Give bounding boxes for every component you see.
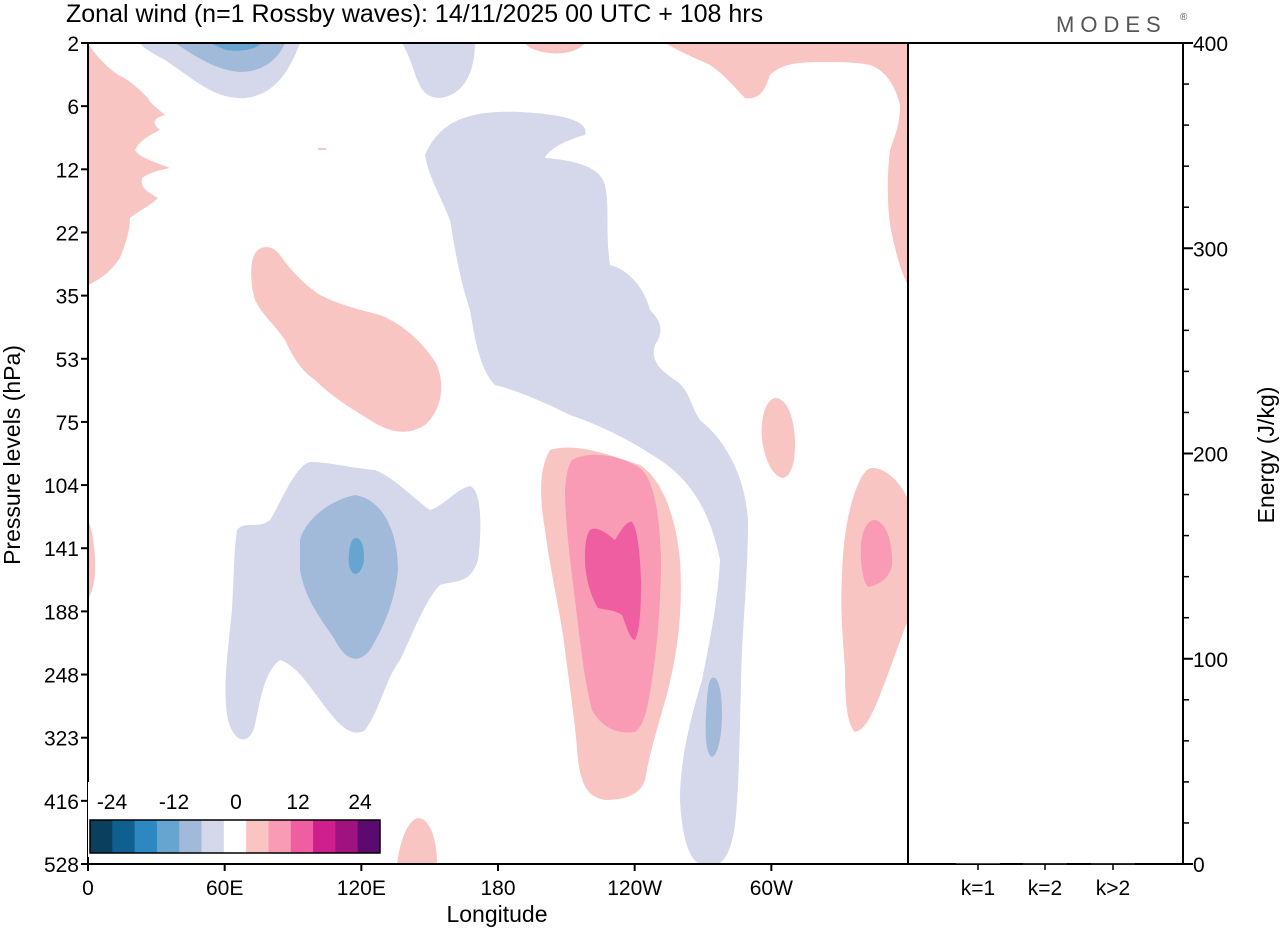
colorbar-swatch bbox=[290, 820, 314, 853]
colorbar-label: 0 bbox=[230, 791, 242, 814]
energy-bar bbox=[956, 862, 1000, 864]
contour-pos1-right bbox=[841, 468, 908, 732]
colorbar-label: -24 bbox=[97, 791, 128, 814]
contour-neg1-band bbox=[425, 111, 748, 864]
y-tick-label: 528 bbox=[44, 854, 79, 877]
contour-pos1-mid bbox=[251, 246, 442, 432]
contour-pos1-bottom bbox=[397, 818, 437, 864]
y-tick-label: 22 bbox=[56, 222, 79, 245]
contour-field bbox=[88, 43, 908, 864]
colorbar-label: 24 bbox=[348, 791, 372, 814]
contour-pos3-main bbox=[585, 521, 641, 640]
y-tick-label: 75 bbox=[56, 412, 79, 435]
contour-neg3-lower bbox=[348, 538, 364, 574]
colorbar-swatch bbox=[90, 820, 113, 853]
y-axis-ticks: 2 6 12 22 35 53 75 104 141 188 248 323 416 528 bbox=[44, 33, 88, 877]
colorbar-swatch bbox=[268, 820, 292, 853]
contour-neg2-top bbox=[175, 43, 285, 72]
y-tick-label: 12 bbox=[56, 159, 79, 182]
y-tick-label: 104 bbox=[44, 475, 79, 498]
x-tick-label: 180 bbox=[480, 877, 515, 900]
y-tick-label: 141 bbox=[44, 538, 79, 561]
contour-neg2-lower bbox=[300, 495, 398, 659]
colorbar: -24 -12 0 12 24 bbox=[88, 782, 382, 857]
colorbar-swatch bbox=[156, 820, 180, 853]
x-axis-ticks: 0 60E 120E 180 120W 60W bbox=[82, 864, 793, 900]
colorbar-swatch bbox=[201, 820, 225, 853]
colorbar-label: -12 bbox=[159, 791, 189, 814]
colorbar-swatch bbox=[357, 820, 381, 853]
x-tick-label: 60W bbox=[750, 877, 793, 900]
energy-axis-label: Energy (J/kg) bbox=[1253, 387, 1279, 524]
x-tick-label: 120W bbox=[607, 877, 662, 900]
brand-registered-mark: ® bbox=[1180, 12, 1188, 23]
contour-pos1-top-right bbox=[665, 43, 908, 285]
contour-neg3-top bbox=[210, 43, 262, 51]
colorbar-swatch bbox=[179, 820, 203, 853]
contour-pos1-small bbox=[761, 398, 795, 478]
contour-pos1-left-low bbox=[88, 520, 96, 600]
colorbar-frame bbox=[89, 819, 381, 854]
energy-category-label: k=2 bbox=[1028, 877, 1062, 900]
colorbar-swatch bbox=[112, 820, 136, 853]
colorbar-swatch bbox=[246, 820, 269, 853]
brand-logo: MODES bbox=[1056, 12, 1167, 37]
contour-pos1-speck bbox=[318, 148, 326, 150]
energy-tick-label: 400 bbox=[1193, 33, 1228, 56]
y-tick-label: 188 bbox=[44, 601, 79, 624]
contour-pos1-top-center bbox=[525, 43, 585, 54]
colorbar-label: 12 bbox=[286, 791, 309, 814]
energy-tick-label: 0 bbox=[1193, 854, 1205, 877]
energy-axis-ticks: 0 100 200 300 400 bbox=[1183, 33, 1228, 877]
chart-title: Zonal wind (n=1 Rossby waves): 14/11/202… bbox=[66, 0, 763, 28]
energy-tick-label: 200 bbox=[1193, 444, 1228, 467]
x-tick-label: 0 bbox=[82, 877, 94, 900]
x-tick-label: 120E bbox=[337, 877, 386, 900]
energy-bar bbox=[1091, 863, 1135, 865]
colorbar-swatch bbox=[335, 820, 359, 853]
y-tick-label: 2 bbox=[67, 33, 79, 56]
colorbar-swatch bbox=[134, 820, 158, 853]
energy-tick-label: 300 bbox=[1193, 238, 1228, 261]
y-tick-label: 53 bbox=[56, 349, 79, 372]
energy-bar bbox=[1023, 863, 1067, 865]
contour-pos2-right bbox=[860, 520, 893, 587]
energy-bars: k=1 k=2 k>2 bbox=[956, 862, 1135, 900]
colorbar-swatch bbox=[313, 820, 336, 853]
y-tick-label: 35 bbox=[56, 286, 79, 309]
energy-category-label: k>2 bbox=[1096, 877, 1130, 900]
y-tick-label: 416 bbox=[44, 791, 79, 814]
contour-pos1-left bbox=[88, 43, 170, 285]
contour-neg2-band-core bbox=[705, 677, 722, 757]
contour-neg1-top-small bbox=[402, 43, 475, 98]
y-tick-label: 248 bbox=[44, 665, 79, 688]
energy-category-label: k=1 bbox=[961, 877, 995, 900]
x-tick-label: 60E bbox=[206, 877, 243, 900]
y-axis-label: Pressure levels (hPa) bbox=[0, 345, 25, 565]
y-tick-label: 6 bbox=[67, 96, 79, 119]
energy-tick-label: 100 bbox=[1193, 649, 1228, 672]
colorbar-swatch bbox=[223, 820, 247, 853]
y-tick-label: 323 bbox=[44, 728, 79, 751]
x-axis-label: Longitude bbox=[446, 901, 547, 927]
